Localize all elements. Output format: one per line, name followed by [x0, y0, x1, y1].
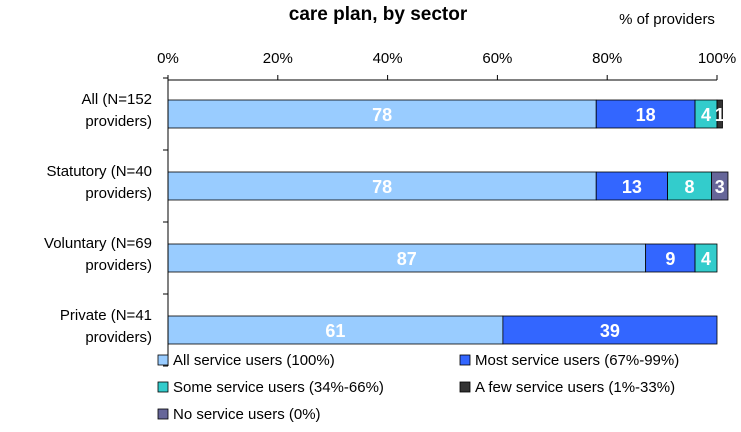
data-label: 61: [325, 321, 345, 341]
category-label: Voluntary (N=69: [44, 235, 152, 252]
bar-segment: [711, 171, 729, 201]
legend-item: No service users (0%): [157, 406, 321, 423]
x-tick-label: 40%: [373, 50, 403, 67]
category-label: providers): [85, 185, 152, 202]
x-axis: 0% 20% 40% 60% 80% 100%: [157, 50, 736, 81]
x-tick-label: 80%: [592, 50, 622, 67]
legend-label: A few service users (1%-33%): [475, 379, 675, 396]
data-label: 13: [622, 177, 642, 197]
data-label: 78: [372, 105, 392, 125]
bar-segment: [595, 99, 696, 129]
legend-swatch: [157, 354, 169, 366]
bar-segment: [716, 99, 723, 129]
data-label: 8: [685, 177, 695, 197]
data-label: 78: [372, 177, 392, 197]
data-label: 4: [701, 249, 711, 269]
bar-segment: [502, 315, 718, 345]
x-tick-label: 0%: [157, 50, 179, 67]
bar-segment: [167, 315, 504, 345]
legend-label: All service users (100%): [173, 352, 335, 369]
data-label: 9: [665, 249, 675, 269]
bar-segment: [694, 243, 718, 273]
bar-segment: [645, 243, 696, 273]
category-label: All (N=152: [82, 91, 152, 108]
category-label: providers): [85, 113, 152, 130]
legend-label: No service users (0%): [173, 406, 321, 423]
category-label: Private (N=41: [60, 307, 152, 324]
bar-segment: [167, 243, 647, 273]
units-label: % of providers: [619, 11, 715, 28]
data-label: 3: [715, 177, 725, 197]
category-label: providers): [85, 329, 152, 346]
data-label: 1: [715, 105, 725, 125]
data-label: 39: [600, 321, 620, 341]
x-tick-label: 60%: [482, 50, 512, 67]
legend-swatch: [459, 354, 471, 366]
bar-segment: [167, 171, 597, 201]
legend-swatch: [459, 381, 471, 393]
legend-swatch: [157, 381, 169, 393]
chart-title: care plan, by sector: [289, 4, 468, 25]
x-tick-label: 100%: [698, 50, 736, 67]
data-label: 18: [636, 105, 656, 125]
legend: All service users (100%) Most service use…: [157, 352, 679, 423]
legend-label: Most service users (67%-99%): [475, 352, 679, 369]
category-label: providers): [85, 257, 152, 274]
legend-swatch: [157, 408, 169, 420]
legend-item: All service users (100%): [157, 352, 335, 369]
category-label: Statutory (N=40: [47, 163, 152, 180]
data-label: 4: [701, 105, 711, 125]
legend-item: Most service users (67%-99%): [459, 352, 679, 369]
x-tick-label: 20%: [263, 50, 293, 67]
legend-item: A few service users (1%-33%): [459, 379, 675, 396]
bars: 78 18 4 178 13 8 387 9 461 39: [167, 99, 729, 345]
bar-segment: [595, 171, 668, 201]
legend-label: Some service users (34%-66%): [173, 379, 384, 396]
data-label: 87: [397, 249, 417, 269]
legend-item: Some service users (34%-66%): [157, 379, 384, 396]
category-labels: All (N=152 providers) Statutory (N=40 provi…: [44, 77, 169, 367]
